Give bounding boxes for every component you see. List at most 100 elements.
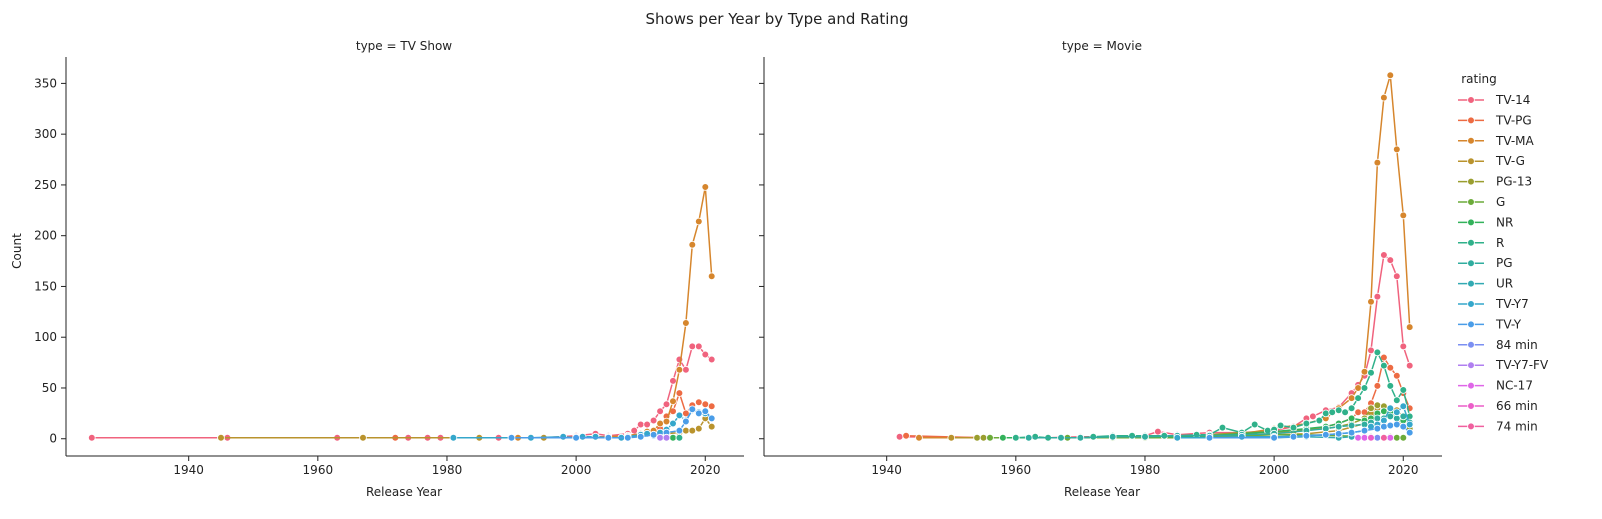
data-point	[1128, 431, 1136, 440]
series-line	[906, 356, 1411, 439]
y-tick-label: 50	[42, 381, 57, 395]
data-point	[649, 430, 658, 439]
series-74-min-movie	[1380, 433, 1388, 442]
legend-marker	[1467, 96, 1475, 104]
data-point	[1205, 433, 1214, 442]
x-tick-label-movie: 1940	[871, 463, 902, 477]
data-point	[1393, 272, 1401, 281]
data-point	[1399, 386, 1408, 394]
data-point	[1393, 396, 1401, 405]
facet-title-tv-show: type = TV Show	[356, 39, 452, 53]
data-point	[675, 365, 684, 374]
legend-entry-tv-pg: TV-PG	[1458, 113, 1532, 127]
data-point	[1360, 426, 1369, 435]
data-point	[656, 419, 664, 428]
data-point	[1386, 363, 1395, 372]
data-point	[1380, 433, 1388, 442]
data-point	[1405, 361, 1414, 370]
legend-label: NR	[1496, 215, 1513, 229]
legend-entry-74-min: 74 min	[1458, 419, 1538, 433]
data-point	[636, 432, 645, 441]
legend-entry-tv-14: TV-14	[1458, 93, 1530, 107]
data-point	[1354, 433, 1362, 442]
series-84-min-movie	[1373, 433, 1382, 442]
data-point	[688, 426, 697, 435]
data-point	[701, 400, 710, 409]
data-point	[947, 433, 956, 442]
data-point	[669, 377, 677, 385]
data-point	[1399, 211, 1408, 220]
x-tick-label-tv-show: 2020	[690, 463, 721, 477]
data-point	[1354, 408, 1362, 417]
data-point	[1367, 404, 1375, 413]
legend-title: rating	[1461, 72, 1497, 86]
legend-entry-nr: NR	[1458, 215, 1513, 229]
x-tick-label-tv-show: 1980	[432, 463, 463, 477]
data-point	[1405, 323, 1414, 331]
legend-entry-tv-y7-fv: TV-Y7-FV	[1458, 358, 1549, 372]
data-point	[1393, 371, 1401, 380]
legend-label: TV-Y7-FV	[1495, 358, 1549, 372]
x-tick-label-movie: 1980	[1130, 463, 1161, 477]
legend-label: 84 min	[1496, 338, 1538, 352]
data-point	[578, 432, 587, 441]
y-tick-label: 0	[49, 432, 57, 446]
data-point	[1322, 409, 1330, 418]
y-tick-label: 200	[34, 229, 57, 243]
data-point	[1386, 71, 1395, 80]
data-point	[701, 350, 710, 359]
legend-label: 66 min	[1496, 399, 1538, 413]
data-point	[359, 433, 367, 442]
data-point	[1341, 408, 1349, 417]
legend-label: PG-13	[1496, 175, 1532, 189]
data-point	[630, 426, 638, 435]
data-point	[507, 433, 516, 442]
data-point	[1386, 256, 1395, 264]
data-point	[1263, 426, 1272, 435]
data-point	[1024, 433, 1033, 442]
data-point	[1173, 433, 1182, 442]
data-point	[1405, 420, 1414, 429]
data-point	[1373, 401, 1382, 410]
data-point	[973, 433, 981, 442]
data-point	[1373, 348, 1382, 357]
data-point	[682, 365, 690, 374]
legend-entry-tv-g: TV-G	[1458, 154, 1525, 168]
legend-label: NC-17	[1496, 379, 1533, 393]
legend-entry-nc-17: NC-17	[1458, 379, 1533, 393]
data-point	[1386, 382, 1395, 390]
data-point	[1354, 384, 1362, 392]
legend-label: R	[1496, 236, 1504, 250]
data-point	[1380, 407, 1388, 416]
data-point	[1393, 145, 1401, 154]
data-point	[999, 433, 1007, 442]
legend-entry-tv-y7: TV-Y7	[1458, 297, 1529, 311]
x-tick-label-tv-show: 1960	[303, 463, 334, 477]
data-point	[1276, 421, 1285, 430]
data-point	[682, 417, 690, 426]
y-tick-label: 150	[34, 279, 57, 293]
data-point	[591, 432, 600, 441]
data-point	[1076, 433, 1085, 442]
data-point	[669, 397, 677, 406]
legend-label: 74 min	[1496, 419, 1538, 433]
data-point	[1367, 297, 1375, 306]
data-point	[1360, 384, 1369, 392]
series-r-tv-show	[675, 433, 684, 442]
series-66-min-movie	[1367, 433, 1375, 442]
data-point	[1380, 361, 1388, 370]
legend-label: TV-PG	[1495, 113, 1532, 127]
data-point	[1367, 368, 1375, 377]
series-tv-ma-movie	[915, 71, 1414, 442]
data-point	[1108, 432, 1117, 441]
data-point	[669, 433, 677, 442]
data-point	[1399, 342, 1408, 351]
data-point	[688, 241, 697, 249]
data-point	[1360, 367, 1369, 376]
x-axis-label-movie: Release Year	[1064, 485, 1140, 499]
data-point	[1380, 251, 1388, 259]
data-point	[662, 433, 671, 442]
data-point	[1011, 433, 1020, 442]
legend-entry-ur: UR	[1458, 277, 1513, 291]
x-tick-label-tv-show: 1940	[173, 463, 204, 477]
